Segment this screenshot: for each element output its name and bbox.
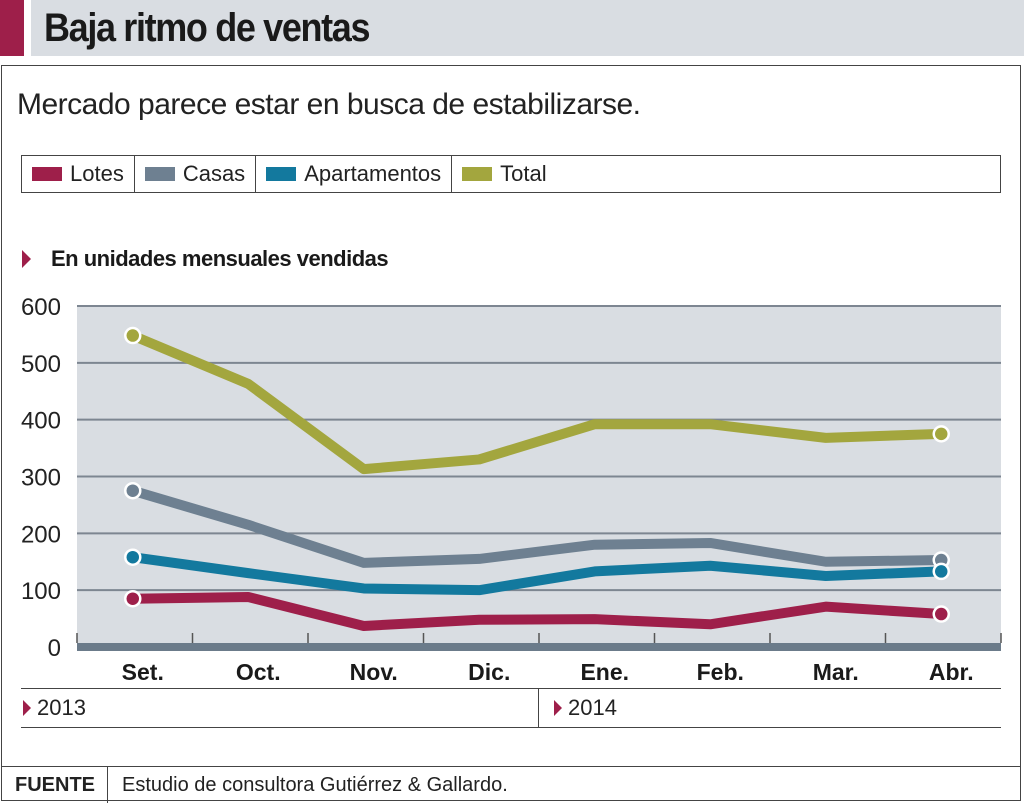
legend-item-lotes: Lotes <box>22 156 135 192</box>
year-label-2014: 2014 <box>554 689 617 727</box>
x-tick-label: Set. <box>122 659 164 685</box>
triangle-marker-icon <box>23 700 31 716</box>
data-point-casas <box>124 481 142 500</box>
x-tick-label: Abr. <box>929 659 974 685</box>
triangle-marker-icon <box>554 700 562 716</box>
legend-label: Apartamentos <box>304 161 442 186</box>
legend-label: Total <box>500 161 547 186</box>
data-point-lotes <box>124 589 142 608</box>
legend-swatch-casas <box>144 167 175 181</box>
data-point-apartamentos <box>932 562 950 581</box>
y-tick-label: 300 <box>21 465 61 492</box>
x-tick-label: Feb. <box>697 659 744 685</box>
series-line-casas <box>131 485 942 568</box>
y-tick-label: 400 <box>21 408 61 435</box>
unit-label: En unidades mensuales vendidas <box>22 246 389 272</box>
y-tick-label: 500 <box>21 351 61 378</box>
x-tick-label: Dic. <box>468 659 510 685</box>
year-divider <box>538 689 539 727</box>
title-accent-bar <box>0 0 24 56</box>
source-text: Estudio de consultora Gutiérrez & Gallar… <box>122 773 508 796</box>
x-tick-label: Ene. <box>580 659 629 685</box>
y-tick-label: 0 <box>48 635 61 662</box>
series-line-lotes <box>132 591 942 631</box>
data-point-total <box>124 326 142 345</box>
data-point-apartamentos <box>124 548 142 566</box>
x-tick-label: Mar. <box>813 659 859 685</box>
legend-label: Lotes <box>70 161 124 186</box>
y-tick-label: 600 <box>21 294 61 321</box>
legend-label: Casas <box>182 161 246 186</box>
line-chart: 0 100 200 300 400 500 600 Set. Oct. Nov. Dic. Ene.… <box>21 294 1002 685</box>
legend-swatch-total <box>462 167 493 181</box>
legend-item-total: Total <box>452 156 556 192</box>
title-bar: Baja ritmo de ventas <box>0 0 1024 56</box>
legend-item-casas: Casas <box>135 156 257 192</box>
year-label-2013: 2013 <box>23 689 86 727</box>
legend: Lotes Casas Apartamentos Total <box>21 155 1001 193</box>
source-label: FUENTE <box>1 767 108 803</box>
triangle-marker-icon <box>22 250 31 268</box>
chart-subtitle: Mercado parece estar en busca de estabil… <box>17 88 641 121</box>
y-tick-label: 200 <box>21 521 61 548</box>
source-bar: FUENTE Estudio de consultora Gutiérrez &… <box>1 766 1021 803</box>
chart-frame <box>1 65 1021 801</box>
legend-swatch-apartamentos <box>266 167 297 181</box>
x-axis-baseline <box>77 643 1001 651</box>
year-bar: 2013 2014 <box>21 688 1001 728</box>
legend-item-apartamentos: Apartamentos <box>256 156 453 192</box>
series-line-apartamentos <box>132 552 942 596</box>
legend-swatch-lotes <box>32 167 62 181</box>
x-tick-label: Nov. <box>350 659 398 685</box>
data-point-total <box>932 425 950 443</box>
chart-title: Baja ritmo de ventas <box>44 6 370 50</box>
x-tick-label: Oct. <box>236 659 281 685</box>
series-line-total <box>130 330 942 475</box>
y-tick-label: 100 <box>21 578 61 605</box>
data-point-lotes <box>932 605 950 623</box>
